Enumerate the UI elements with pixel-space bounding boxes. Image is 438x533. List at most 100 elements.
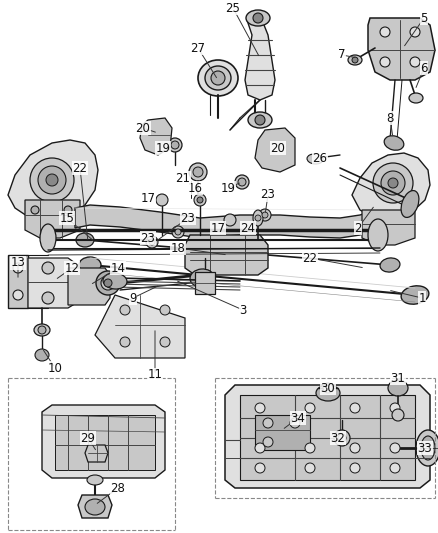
Polygon shape: [78, 495, 112, 518]
Ellipse shape: [380, 258, 400, 272]
Ellipse shape: [263, 437, 273, 447]
Ellipse shape: [235, 175, 249, 189]
Text: 32: 32: [331, 432, 346, 445]
Ellipse shape: [101, 276, 115, 290]
Ellipse shape: [79, 257, 101, 273]
Ellipse shape: [401, 286, 429, 304]
Ellipse shape: [290, 418, 300, 428]
Text: 1: 1: [418, 292, 426, 304]
Ellipse shape: [255, 215, 261, 221]
Ellipse shape: [392, 409, 404, 421]
Bar: [195, 272, 215, 294]
Text: 22: 22: [303, 252, 318, 264]
Polygon shape: [28, 258, 78, 308]
Polygon shape: [8, 140, 98, 222]
Text: 13: 13: [11, 256, 25, 270]
Ellipse shape: [323, 383, 333, 393]
Ellipse shape: [149, 239, 155, 245]
Text: 26: 26: [312, 151, 328, 165]
Polygon shape: [255, 128, 295, 172]
Text: 7: 7: [338, 49, 346, 61]
Ellipse shape: [421, 436, 435, 460]
Text: 14: 14: [110, 262, 126, 274]
Ellipse shape: [410, 27, 420, 37]
Polygon shape: [68, 268, 110, 305]
Ellipse shape: [350, 463, 360, 473]
Polygon shape: [368, 18, 435, 80]
Ellipse shape: [390, 463, 400, 473]
Ellipse shape: [352, 57, 358, 63]
Text: 30: 30: [321, 382, 336, 394]
Ellipse shape: [190, 269, 214, 287]
Ellipse shape: [253, 13, 263, 23]
Ellipse shape: [316, 385, 340, 401]
Polygon shape: [140, 118, 172, 155]
Bar: [55, 415, 155, 470]
Ellipse shape: [205, 66, 231, 90]
Ellipse shape: [76, 233, 94, 247]
Ellipse shape: [211, 71, 225, 85]
Ellipse shape: [85, 499, 105, 515]
Ellipse shape: [30, 158, 74, 202]
Ellipse shape: [305, 403, 315, 413]
Ellipse shape: [35, 349, 49, 361]
Ellipse shape: [368, 219, 388, 251]
Ellipse shape: [388, 380, 408, 396]
Polygon shape: [8, 255, 28, 308]
Ellipse shape: [38, 166, 66, 194]
Ellipse shape: [334, 430, 350, 446]
Ellipse shape: [160, 337, 170, 347]
Ellipse shape: [350, 443, 360, 453]
Text: 31: 31: [391, 372, 406, 384]
Text: 24: 24: [240, 222, 255, 235]
Ellipse shape: [104, 279, 112, 287]
Text: 23: 23: [141, 231, 155, 245]
Ellipse shape: [13, 290, 23, 300]
Text: 33: 33: [417, 441, 432, 455]
Ellipse shape: [238, 178, 246, 186]
Ellipse shape: [259, 209, 271, 221]
Ellipse shape: [255, 443, 265, 453]
Polygon shape: [352, 153, 430, 218]
Ellipse shape: [307, 154, 323, 164]
Bar: [255, 415, 310, 450]
Ellipse shape: [255, 463, 265, 473]
Text: 20: 20: [271, 141, 286, 155]
Bar: [240, 395, 415, 480]
Polygon shape: [42, 405, 165, 478]
Ellipse shape: [305, 463, 315, 473]
Ellipse shape: [338, 434, 346, 442]
Ellipse shape: [96, 271, 120, 295]
Ellipse shape: [388, 178, 398, 188]
Ellipse shape: [156, 194, 168, 206]
Ellipse shape: [146, 236, 158, 248]
Text: 11: 11: [148, 368, 162, 382]
Text: 8: 8: [386, 111, 394, 125]
Text: 22: 22: [73, 161, 88, 174]
Ellipse shape: [380, 27, 390, 37]
Text: 2: 2: [354, 222, 362, 235]
Ellipse shape: [384, 136, 404, 150]
Text: 28: 28: [110, 481, 125, 495]
Ellipse shape: [120, 305, 130, 315]
Ellipse shape: [34, 324, 50, 336]
Polygon shape: [85, 445, 108, 462]
Ellipse shape: [160, 305, 170, 315]
Ellipse shape: [248, 112, 272, 128]
Text: 17: 17: [141, 191, 155, 205]
Ellipse shape: [262, 212, 268, 218]
Ellipse shape: [197, 197, 203, 203]
Text: 18: 18: [170, 241, 185, 254]
Text: 20: 20: [136, 122, 150, 134]
Ellipse shape: [305, 443, 315, 453]
Ellipse shape: [246, 10, 270, 26]
Ellipse shape: [175, 229, 181, 235]
Text: 34: 34: [290, 411, 305, 424]
Text: 25: 25: [226, 2, 240, 14]
Text: 15: 15: [60, 212, 74, 224]
Ellipse shape: [381, 171, 405, 195]
Text: 19: 19: [220, 182, 236, 195]
Text: 12: 12: [64, 262, 80, 274]
Polygon shape: [225, 385, 430, 488]
Text: 19: 19: [155, 141, 170, 155]
